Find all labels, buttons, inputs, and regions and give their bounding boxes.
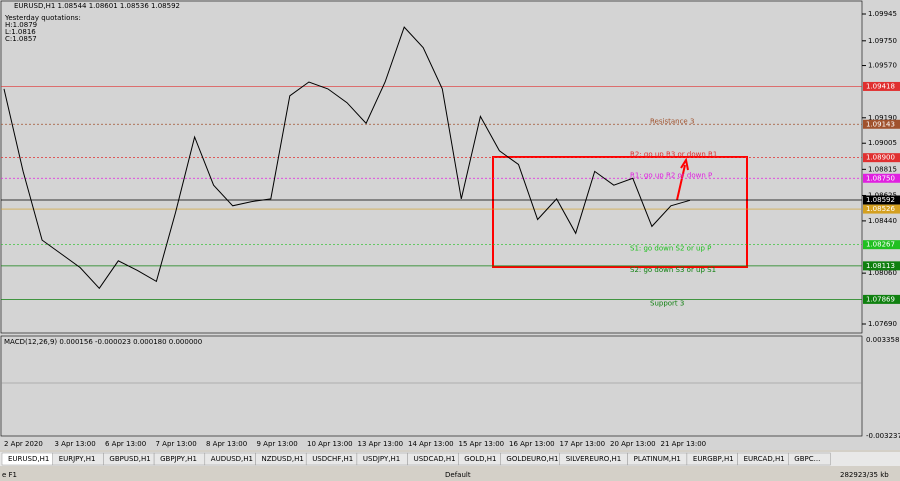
level-text: Support 3: [650, 299, 684, 307]
level-box: [863, 81, 900, 91]
date-label: 16 Apr 13:00: [509, 440, 555, 448]
tab-label[interactable]: GBPJPY,H1: [160, 455, 197, 463]
tab-label[interactable]: AUDUSD,H1: [211, 455, 253, 463]
tab-label[interactable]: USDJPY,H1: [363, 455, 400, 463]
price-tick-label: 1.09945: [868, 10, 897, 18]
status-right: 282923/35 kb: [840, 471, 889, 479]
level-text: S1: go down S2 or up P: [630, 245, 711, 253]
tab-label[interactable]: EURJPY,H1: [59, 455, 96, 463]
date-label: 14 Apr 13:00: [408, 440, 454, 448]
date-label: 2 Apr 2020: [4, 440, 43, 448]
date-label: 7 Apr 13:00: [156, 440, 197, 448]
tab-label[interactable]: EURCAD,H1: [744, 455, 785, 463]
level-value: 1.08526: [866, 205, 895, 213]
level-value: 1.09143: [866, 120, 895, 128]
macd-tick: 0.003358: [866, 336, 899, 344]
level-box: [863, 173, 900, 183]
level-value: 1.08750: [866, 174, 895, 182]
main-frame: [0, 0, 863, 334]
price-tick-label: 1.07690: [868, 320, 897, 328]
date-label: 17 Apr 13:00: [560, 440, 606, 448]
level-value: 1.09418: [866, 82, 895, 90]
level-value: 1.08113: [866, 262, 895, 270]
date-label: 20 Apr 13:00: [610, 440, 656, 448]
level-box: [863, 119, 900, 129]
symbol-line: EURUSD,H1 1.08544 1.08601 1.08536 1.0859…: [14, 2, 180, 10]
level-value: 1.08592: [866, 196, 895, 204]
date-label: 9 Apr 13:00: [257, 440, 298, 448]
level-box: [863, 153, 900, 163]
tab-label[interactable]: GOLD,H1: [464, 455, 496, 463]
level-value: 1.07869: [866, 295, 895, 303]
tab[interactable]: [788, 452, 831, 466]
status-left: e F1: [2, 471, 17, 479]
price-tick-label: 1.09750: [868, 37, 897, 45]
level-box: [863, 195, 900, 205]
yesterday-line: C:1.0857: [5, 35, 37, 43]
tab-label[interactable]: GOLDEURO,H1: [506, 455, 558, 463]
macd-label: MACD(12,26,9) 0.000156 -0.000023 0.00018…: [4, 338, 202, 346]
yesterday-line: H:1.0879: [5, 21, 37, 29]
price-tick-label: 1.08060: [868, 269, 897, 277]
date-label: 10 Apr 13:00: [307, 440, 353, 448]
price-tick-label: 1.09190: [868, 114, 897, 122]
level-text: Resistance 3: [650, 117, 694, 125]
level-value: 1.08900: [866, 154, 895, 162]
tab-label[interactable]: EURUSD,H1: [8, 455, 49, 463]
level-box: [863, 261, 900, 271]
level-text: S2: go down S3 or up S1: [630, 266, 716, 274]
tab-label[interactable]: USDCAD,H1: [414, 455, 456, 463]
arrow: [676, 157, 689, 201]
level-text: R1: go up R2 or down P: [630, 171, 712, 179]
tab-label[interactable]: GBPC...: [794, 455, 820, 463]
date-label: 15 Apr 13:00: [459, 440, 505, 448]
date-label: 21 Apr 13:00: [661, 440, 707, 448]
price-tick-label: 1.09570: [868, 62, 897, 70]
level-box: [863, 204, 900, 214]
chart-bg: [0, 0, 900, 450]
price-tick-label: 1.08815: [868, 165, 897, 173]
date-label: 13 Apr 13:00: [358, 440, 404, 448]
tab-label[interactable]: SILVEREURO,H1: [566, 455, 622, 463]
price-tick-label: 1.09005: [868, 139, 897, 147]
date-label: 3 Apr 13:00: [55, 440, 96, 448]
price-tick-label: 1.08440: [868, 217, 897, 225]
date-label: 8 Apr 13:00: [206, 440, 247, 448]
macd-frame: [0, 335, 863, 437]
status-middle: Default: [445, 471, 471, 479]
date-label: 6 Apr 13:00: [105, 440, 146, 448]
tab-label[interactable]: PLATINUM,H1: [634, 455, 681, 463]
tab-label[interactable]: EURGBP,H1: [693, 455, 734, 463]
range-box: [492, 156, 748, 268]
tab-label[interactable]: NZDUSD,H1: [262, 455, 304, 463]
yesterday-line: L:1.0816: [5, 28, 36, 36]
level-text: R2: go up R3 or down R1: [630, 151, 717, 159]
price-tick-label: 1.08625: [868, 191, 897, 199]
macd-tick: -0.003237: [866, 432, 900, 440]
tab-label[interactable]: GBPUSD,H1: [109, 455, 150, 463]
level-box: [863, 294, 900, 304]
yesterday-line: Yesterday quotations:: [4, 14, 81, 22]
tab-label[interactable]: USDCHF,H1: [312, 455, 353, 463]
level-value: 1.08267: [866, 241, 895, 249]
level-box: [863, 240, 900, 250]
price-line: [3, 26, 691, 290]
